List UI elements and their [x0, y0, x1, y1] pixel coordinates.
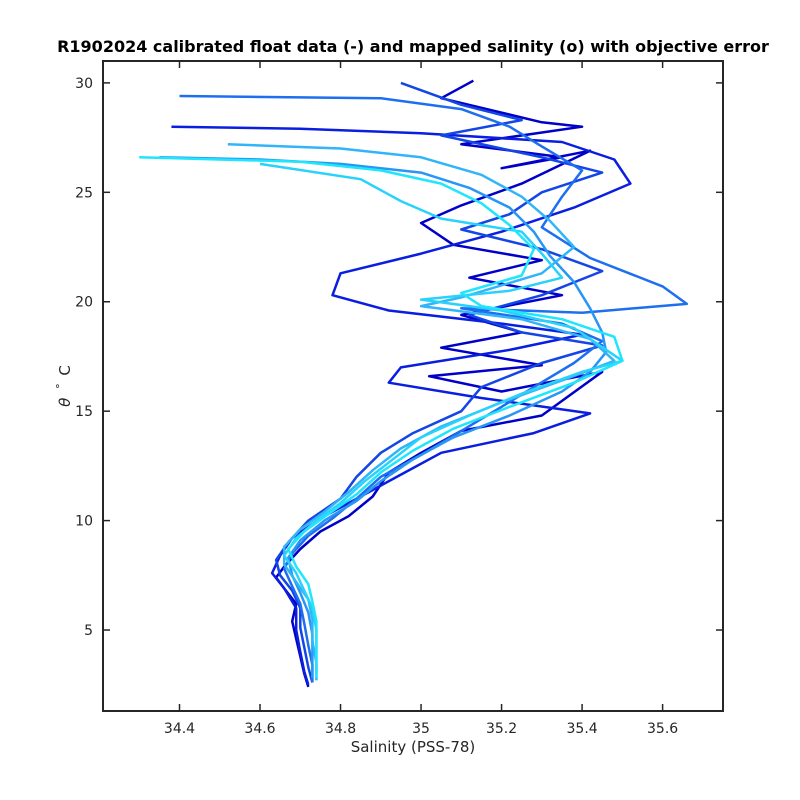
y-axis-label-unit: C [56, 365, 74, 375]
profile-series-layer [139, 79, 689, 688]
x-axis-ticks: 34.4 34.6 34.8 35 35.2 35.4 35.6 [164, 61, 678, 737]
profile-line-2 [171, 125, 632, 686]
x-tick-label: 35.6 [647, 721, 678, 737]
y-tick-label: 10 [75, 514, 93, 530]
y-tick-label: 5 [84, 623, 93, 639]
x-tick-label: 34.6 [244, 721, 275, 737]
chart-title: R1902024 calibrated float data (-) and m… [57, 37, 769, 56]
x-axis-label: Salinity (PSS-78) [351, 738, 476, 756]
y-tick-label: 30 [75, 76, 93, 92]
y-tick-label: 20 [75, 295, 93, 311]
y-axis-label: θ ° C [50, 365, 74, 407]
y-axis-label-theta: θ [56, 398, 74, 407]
x-tick-label: 35.2 [486, 721, 517, 737]
x-tick-label: 34.4 [164, 721, 195, 737]
profile-line-8 [139, 156, 624, 679]
profile-line-7 [259, 162, 624, 674]
y-tick-label: 15 [75, 404, 93, 420]
plot-frame [102, 60, 724, 712]
x-tick-label: 35 [412, 721, 430, 737]
x-tick-label: 34.8 [325, 721, 356, 737]
svg-text:θ ° C: θ ° C [50, 365, 74, 407]
y-axis-label-degree: ° [54, 383, 67, 389]
x-tick-label: 35.4 [567, 721, 598, 737]
y-tick-label: 25 [75, 185, 93, 201]
y-axis-ticks: 5 10 15 20 25 30 [75, 76, 723, 639]
profile-line-4 [179, 94, 689, 683]
profile-line-3 [274, 81, 604, 683]
